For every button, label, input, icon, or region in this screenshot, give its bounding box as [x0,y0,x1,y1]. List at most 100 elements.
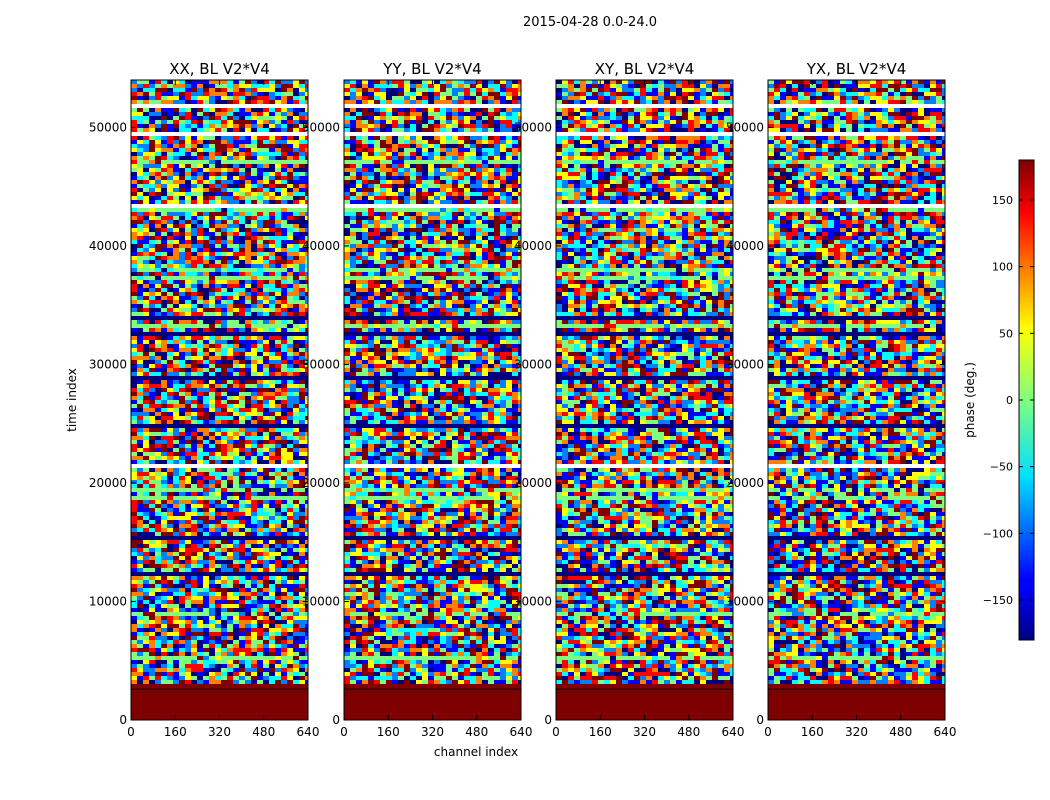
heatmap-cell [131,404,137,408]
heatmap-cell [374,92,380,96]
heatmap-cell [257,112,263,116]
heatmap-cell [131,284,137,288]
heatmap-cell [275,496,281,500]
heatmap-cell [179,580,185,584]
heatmap-cell [275,412,281,416]
heatmap-cell [293,520,299,524]
heatmap-cell [275,232,281,236]
heatmap-cell [299,404,305,408]
heatmap-cell [191,680,197,684]
heatmap-cell [143,192,149,196]
heatmap-cell [227,156,233,160]
heatmap-cell [155,184,161,188]
heatmap-cell [263,276,269,280]
heatmap-cell [173,380,179,384]
heatmap-cell [464,136,470,140]
heatmap-cell [227,336,233,340]
heatmap-cell [263,172,269,176]
heatmap-cell [257,148,263,152]
heatmap-cell [143,296,149,300]
heatmap-cell [263,632,269,636]
heatmap-cell [143,280,149,284]
heatmap-cell [257,456,263,460]
heatmap-cell [173,284,179,288]
heatmap-cell [209,400,215,404]
heatmap-cell [221,372,227,376]
heatmap-cell [197,360,203,364]
heatmap-cell [257,236,263,240]
heatmap-cell [209,84,215,88]
heatmap-cell [392,172,398,176]
heatmap-cell [143,368,149,372]
heatmap-cell [275,636,281,640]
heatmap-cell [257,640,263,644]
heatmap-cell [203,264,209,268]
heatmap-cell [227,312,233,316]
heatmap-cell [155,176,161,180]
heatmap-cell [257,128,263,132]
heatmap-cell [137,272,143,276]
heatmap-cell [233,564,239,568]
heatmap-cell [257,472,263,476]
heatmap-cell [245,596,251,600]
heatmap-cell [245,116,251,120]
heatmap-cell [173,232,179,236]
heatmap-cell [239,632,245,636]
heatmap-cell [149,272,155,276]
heatmap-cell [245,120,251,124]
heatmap-cell [350,100,356,104]
heatmap-cell [173,348,179,352]
heatmap-cell [299,292,305,296]
heatmap-cell [239,484,245,488]
heatmap-cell [269,468,275,472]
heatmap-cell [131,576,137,580]
heatmap-cell [137,228,143,232]
heatmap-cell [149,440,155,444]
heatmap-cell [404,168,410,172]
heatmap-cell [227,648,233,652]
heatmap-cell [275,408,281,412]
heatmap-cell [197,288,203,292]
heatmap-cell [173,428,179,432]
heatmap-cell [209,448,215,452]
heatmap-cell [269,276,275,280]
heatmap-cell [299,88,305,92]
heatmap-cell [149,280,155,284]
heatmap-cell [275,288,281,292]
heatmap-cell [191,676,197,680]
heatmap-cell [344,148,350,152]
heatmap-cell [404,112,410,116]
heatmap-cell [299,444,305,448]
heatmap-cell [209,596,215,600]
heatmap-cell [185,344,191,348]
heatmap-cell [209,384,215,388]
heatmap-cell [482,148,488,152]
heatmap-cell [287,328,293,332]
heatmap-cell [287,656,293,660]
heatmap-cell [143,276,149,280]
heatmap-cell [143,460,149,464]
heatmap-cell [155,488,161,492]
heatmap-cell [227,368,233,372]
heatmap-cell [251,336,257,340]
heatmap-cell [233,576,239,580]
heatmap-cell [275,392,281,396]
heatmap-cell [263,388,269,392]
heatmap-cell [245,380,251,384]
heatmap-cell [239,676,245,680]
heatmap-cell [221,384,227,388]
heatmap-cell [137,172,143,176]
heatmap-cell [251,268,257,272]
heatmap-cell [137,532,143,536]
heatmap-cell [167,428,173,432]
heatmap-cell [233,476,239,480]
heatmap-cell [287,428,293,432]
heatmap-cell [416,172,422,176]
heatmap-cell [155,288,161,292]
heatmap-cell [287,200,293,204]
heatmap-cell [209,136,215,140]
heatmap-cell [275,148,281,152]
heatmap-cell [137,200,143,204]
heatmap-cell [239,232,245,236]
heatmap-cell [209,512,215,516]
